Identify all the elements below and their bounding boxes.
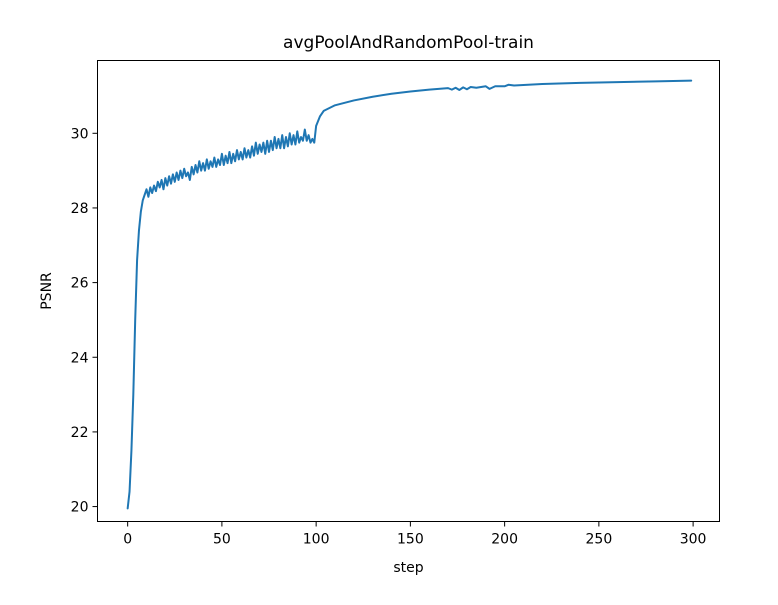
- y-tick-label: 26: [71, 276, 89, 292]
- y-tick-label: 20: [71, 500, 89, 516]
- x-tick-label: 0: [123, 532, 132, 548]
- x-axis-label: step: [393, 560, 423, 576]
- series-line: [126, 79, 693, 510]
- plot-area: [126, 79, 693, 510]
- chart-title: avgPoolAndRandomPool-train: [283, 33, 534, 53]
- x-tick-label: 100: [303, 532, 330, 548]
- y-tick-label: 24: [71, 350, 89, 366]
- x-tick-label: 300: [680, 532, 707, 548]
- y-tick-label: 30: [71, 126, 89, 142]
- x-tick-label: 50: [213, 532, 231, 548]
- x-tick-label: 250: [586, 532, 613, 548]
- y-tick-label: 22: [71, 425, 89, 441]
- axes-frame: [97, 60, 720, 522]
- y-tick-label: 28: [71, 201, 89, 217]
- x-tick-label: 150: [397, 532, 424, 548]
- axis-ticks: 0 50 100 150 200 250 300 20 22 24 26 28 30: [71, 126, 707, 547]
- x-tick-label: 200: [491, 532, 518, 548]
- y-axis-label: PSNR: [39, 272, 55, 310]
